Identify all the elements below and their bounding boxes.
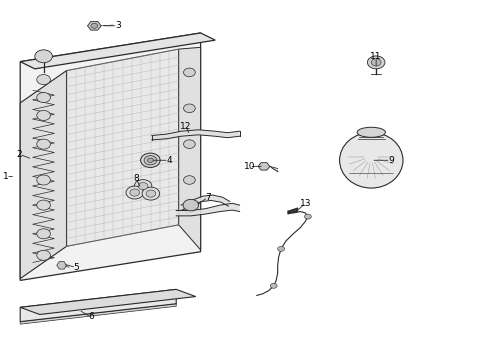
Polygon shape	[87, 22, 101, 30]
Polygon shape	[20, 33, 215, 69]
Ellipse shape	[356, 127, 385, 137]
Text: 12: 12	[180, 122, 191, 131]
Polygon shape	[66, 49, 178, 246]
Polygon shape	[181, 195, 229, 211]
Text: 2: 2	[17, 150, 22, 159]
Polygon shape	[258, 163, 269, 170]
Circle shape	[144, 156, 157, 165]
Circle shape	[37, 175, 50, 185]
Circle shape	[37, 139, 50, 149]
Circle shape	[270, 283, 277, 288]
Text: 11: 11	[369, 53, 381, 62]
Circle shape	[147, 158, 153, 162]
Polygon shape	[20, 289, 195, 315]
Circle shape	[138, 183, 148, 190]
Circle shape	[183, 199, 198, 211]
Text: 8: 8	[133, 174, 139, 183]
Polygon shape	[20, 71, 66, 279]
Circle shape	[37, 200, 50, 210]
Circle shape	[37, 111, 50, 121]
Circle shape	[141, 153, 160, 167]
Text: 3: 3	[115, 21, 121, 30]
Polygon shape	[178, 47, 200, 250]
Circle shape	[183, 68, 195, 77]
Text: 7: 7	[204, 193, 210, 202]
Circle shape	[126, 186, 143, 199]
Text: 5: 5	[73, 263, 79, 272]
Circle shape	[130, 189, 140, 196]
Text: 6: 6	[88, 312, 94, 321]
Circle shape	[35, 50, 52, 63]
Circle shape	[134, 180, 152, 193]
Text: 10: 10	[243, 162, 255, 171]
Circle shape	[37, 93, 50, 103]
Circle shape	[91, 23, 98, 28]
Polygon shape	[20, 33, 200, 280]
Polygon shape	[20, 304, 176, 324]
Circle shape	[304, 214, 311, 219]
Text: 4: 4	[166, 156, 171, 165]
Circle shape	[183, 104, 195, 113]
Circle shape	[366, 56, 384, 69]
Polygon shape	[176, 203, 239, 216]
Circle shape	[183, 204, 195, 213]
Polygon shape	[152, 130, 239, 140]
Circle shape	[277, 246, 284, 251]
Text: 1: 1	[3, 172, 9, 181]
Circle shape	[37, 75, 50, 85]
Circle shape	[370, 59, 380, 66]
Circle shape	[183, 176, 195, 184]
Polygon shape	[20, 289, 176, 321]
Ellipse shape	[339, 132, 402, 188]
Circle shape	[37, 229, 50, 239]
Text: 13: 13	[299, 199, 310, 208]
Circle shape	[146, 190, 156, 197]
Circle shape	[142, 187, 159, 200]
Text: 9: 9	[387, 156, 393, 165]
Circle shape	[37, 250, 50, 260]
Circle shape	[183, 140, 195, 148]
Polygon shape	[57, 262, 66, 269]
